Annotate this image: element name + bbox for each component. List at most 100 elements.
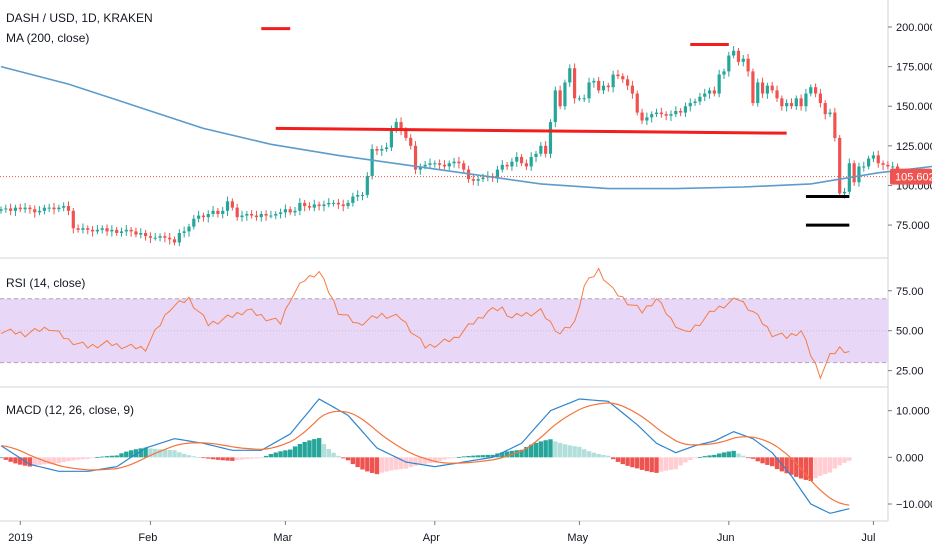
time-axis: 2019FebMarAprMayJunJulAug bbox=[8, 521, 875, 544]
candle-body bbox=[476, 179, 480, 181]
macd-histogram-bar bbox=[201, 457, 206, 459]
macd-histogram-bar bbox=[27, 457, 33, 467]
candle-body bbox=[799, 98, 803, 107]
macd-pane[interactable] bbox=[0, 398, 852, 514]
macd-histogram-bar bbox=[716, 453, 722, 458]
candle-body bbox=[553, 90, 557, 123]
macd-histogram-bar bbox=[341, 457, 346, 459]
rsi-legend: RSI (14, close) bbox=[6, 276, 85, 290]
macd-histogram-bar bbox=[177, 452, 182, 458]
macd-histogram-bar bbox=[712, 454, 717, 458]
candle-body bbox=[592, 80, 596, 83]
macd-histogram-bar bbox=[109, 455, 115, 458]
candle-body bbox=[712, 90, 716, 94]
candle-body bbox=[115, 229, 119, 233]
macd-histogram-bar bbox=[639, 457, 645, 470]
macd-histogram-bar bbox=[283, 450, 288, 458]
price-tick-label: 200.000 bbox=[896, 22, 932, 34]
rsi-tick-label: 50.00 bbox=[896, 326, 924, 338]
macd-histogram-bar bbox=[360, 457, 365, 470]
macd-histogram-bar bbox=[230, 457, 235, 461]
macd-histogram-bar bbox=[321, 444, 327, 458]
candle-body bbox=[765, 85, 769, 94]
macd-histogram-bar bbox=[100, 456, 105, 458]
macd-histogram-bar bbox=[75, 457, 81, 460]
macd-histogram-bar bbox=[789, 457, 794, 475]
candle-body bbox=[852, 163, 856, 183]
candle-body bbox=[322, 204, 326, 207]
macd-histogram-bar bbox=[157, 449, 163, 458]
candle-body bbox=[385, 147, 389, 150]
candle-body bbox=[621, 76, 625, 80]
candle-body bbox=[331, 202, 336, 204]
candle-body bbox=[794, 98, 798, 107]
macd-histogram-bar bbox=[485, 454, 491, 458]
macd-histogram-bar bbox=[596, 453, 601, 458]
candle-body bbox=[428, 163, 432, 165]
candle-body bbox=[370, 149, 374, 176]
candle-body bbox=[172, 239, 177, 243]
macd-histogram-bar bbox=[138, 448, 143, 458]
candle-body bbox=[438, 163, 442, 165]
macd-histogram-bar bbox=[124, 451, 129, 458]
candle-body bbox=[606, 85, 610, 88]
candle-body bbox=[250, 213, 254, 216]
macd-tick-label: −10.000 bbox=[896, 499, 932, 511]
macd-histogram-bar bbox=[32, 457, 37, 466]
candle-body bbox=[389, 128, 394, 148]
candle-body bbox=[838, 137, 842, 194]
candle-body bbox=[235, 207, 239, 218]
candle-body bbox=[760, 82, 765, 94]
candle-body bbox=[563, 82, 567, 107]
candle-body bbox=[500, 164, 504, 170]
time-tick-label: 2019 bbox=[8, 532, 32, 544]
candle-body bbox=[495, 169, 500, 178]
candle-body bbox=[736, 50, 741, 62]
candle-body bbox=[139, 232, 143, 235]
macd-histogram-bar bbox=[206, 457, 211, 459]
candle-body bbox=[380, 149, 384, 151]
symbol-title: DASH / USD, 1D, KRAKEN bbox=[6, 11, 153, 25]
macd-histogram-bar bbox=[172, 450, 177, 458]
macd-histogram-bar bbox=[567, 445, 572, 458]
macd-histogram-bar bbox=[51, 457, 57, 464]
candle-body bbox=[375, 149, 379, 151]
macd-histogram-bar bbox=[784, 457, 789, 474]
candle-body bbox=[293, 210, 297, 213]
macd-histogram-bar bbox=[326, 448, 331, 458]
candle-body bbox=[862, 166, 866, 168]
candle-body bbox=[746, 58, 750, 72]
macd-histogram-bar bbox=[461, 456, 466, 458]
candle-body bbox=[457, 161, 461, 164]
macd-histogram-bar bbox=[119, 453, 124, 458]
candle-body bbox=[635, 93, 639, 113]
candle-body bbox=[153, 237, 157, 239]
macd-histogram-bar bbox=[538, 441, 544, 458]
macd-histogram-bar bbox=[745, 457, 751, 459]
candle-body bbox=[86, 228, 90, 230]
candle-body bbox=[452, 161, 456, 164]
rsi-pane[interactable] bbox=[0, 267, 888, 380]
candle-body bbox=[669, 114, 673, 116]
candle-body bbox=[833, 112, 837, 138]
macd-histogram-bar bbox=[302, 441, 307, 458]
candle-body bbox=[28, 207, 32, 210]
candle-body bbox=[278, 212, 283, 214]
candle-body bbox=[134, 231, 138, 235]
candle-body bbox=[409, 137, 413, 146]
candle-body bbox=[264, 213, 268, 216]
candle-body bbox=[356, 194, 360, 197]
macd-histogram-bar bbox=[794, 457, 799, 477]
macd-histogram-bar bbox=[8, 457, 13, 462]
candle-body bbox=[95, 229, 99, 232]
macd-histogram-bar bbox=[0, 457, 4, 459]
macd-histogram-bar bbox=[750, 457, 756, 459]
ma-legend: MA (200, close) bbox=[6, 31, 89, 45]
price-pane[interactable] bbox=[0, 27, 932, 247]
candle-body bbox=[66, 206, 71, 211]
candle-body bbox=[327, 202, 331, 205]
candle-body bbox=[423, 164, 427, 167]
macd-signal-line bbox=[0, 402, 850, 506]
macd-histogram-bar bbox=[56, 457, 62, 464]
